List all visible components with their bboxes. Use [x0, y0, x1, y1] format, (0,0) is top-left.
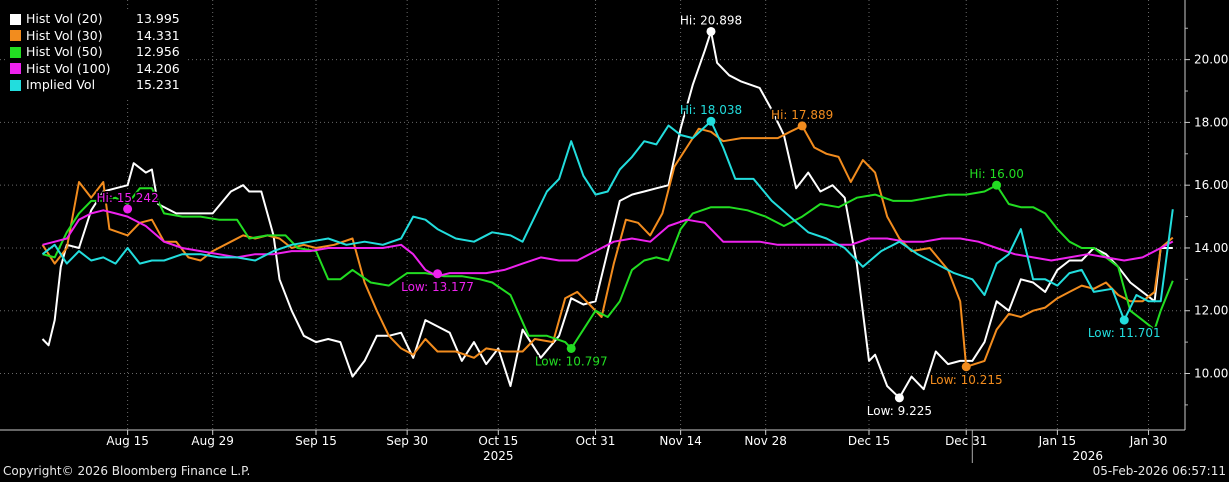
annotation-label: Hi: 18.038	[680, 103, 742, 117]
x-tick-label: Dec 15	[848, 434, 890, 448]
legend-item-hist-vol-30[interactable]: Hist Vol (30) 14.331	[10, 28, 184, 45]
y-tick-label: 14.00	[1194, 241, 1228, 255]
annotation-marker	[566, 343, 576, 353]
annotation-label: Low: 10.797	[535, 354, 608, 368]
annotation-marker	[1119, 315, 1129, 325]
annotation-label: Low: 10.215	[930, 373, 1003, 387]
series-line	[42, 209, 1174, 278]
annotation-label: Hi: 17.889	[771, 108, 833, 122]
x-tick-label: Sep 30	[386, 434, 428, 448]
legend-label: Hist Vol (30)	[26, 27, 103, 43]
legend-label: Hist Vol (50)	[26, 44, 103, 59]
series-line	[41, 120, 1174, 322]
timestamp: 05-Feb-2026 06:57:11	[1092, 464, 1226, 478]
series-line	[41, 30, 1173, 399]
annotation-marker	[123, 204, 133, 214]
legend-swatch	[10, 63, 21, 75]
y-tick-label: 10.00	[1194, 367, 1228, 381]
legend-item-hist-vol-20[interactable]: Hist Vol (20) 13.995	[10, 11, 184, 28]
x-tick-label: Dec 31	[945, 434, 987, 448]
y-tick-label: 16.00	[1194, 178, 1228, 192]
series-line	[42, 184, 1174, 350]
annotation-label: Hi: 16.00	[969, 167, 1024, 181]
legend-value: 14.331	[136, 27, 180, 43]
y-tick-label: 18.00	[1194, 115, 1228, 129]
annotation-label: Hi: 15.242	[97, 191, 159, 205]
annotation-label: Low: 13.177	[401, 280, 474, 294]
annotation-label: Low: 11.701	[1088, 326, 1161, 340]
annotation-marker	[433, 269, 443, 279]
annotation-label: Hi: 20.898	[680, 13, 742, 27]
series-line	[41, 124, 1174, 368]
x-tick-label: Nov 14	[659, 434, 702, 448]
x-tick-label: Oct 31	[576, 434, 616, 448]
x-tick-label: Jan 30	[1129, 434, 1168, 448]
legend-swatch	[10, 46, 21, 58]
annotation-marker	[706, 116, 716, 126]
legend-item-implied-vol[interactable]: Implied Vol 15.231	[10, 77, 184, 94]
x-tick-label: Aug 15	[106, 434, 149, 448]
legend-label: Hist Vol (100)	[26, 60, 111, 76]
chart-legend: Hist Vol (20) 13.995 Hist Vol (30) 14.33…	[6, 9, 188, 97]
legend-label: Implied Vol	[26, 77, 96, 92]
annotation-marker	[961, 362, 971, 372]
legend-value: 12.956	[136, 44, 180, 59]
year-label: 2025	[483, 449, 514, 463]
y-tick-label: 20.00	[1194, 53, 1228, 67]
x-tick-label: Sep 15	[295, 434, 337, 448]
legend-swatch	[10, 30, 21, 42]
x-tick-label: Oct 15	[478, 434, 518, 448]
x-tick-label: Nov 28	[744, 434, 787, 448]
annotation-label: Low: 9.225	[867, 404, 932, 418]
legend-swatch	[10, 13, 21, 25]
annotation-marker	[894, 393, 904, 403]
annotation-marker	[706, 26, 716, 36]
year-label: 2026	[1072, 449, 1103, 463]
annotation-marker	[797, 121, 807, 131]
legend-item-hist-vol-100[interactable]: Hist Vol (100) 14.206	[10, 61, 184, 78]
legend-value: 15.231	[136, 77, 180, 92]
legend-label: Hist Vol (20)	[26, 11, 103, 26]
legend-swatch	[10, 79, 21, 91]
legend-value: 14.206	[136, 60, 180, 76]
y-tick-label: 12.00	[1194, 304, 1228, 318]
copyright-notice: Copyright© 2026 Bloomberg Finance L.P.	[3, 464, 251, 478]
annotation-marker	[992, 180, 1002, 190]
x-tick-label: Jan 15	[1038, 434, 1077, 448]
legend-item-hist-vol-50[interactable]: Hist Vol (50) 12.956	[10, 44, 184, 61]
legend-value: 13.995	[136, 11, 180, 26]
x-tick-label: Aug 29	[191, 434, 234, 448]
